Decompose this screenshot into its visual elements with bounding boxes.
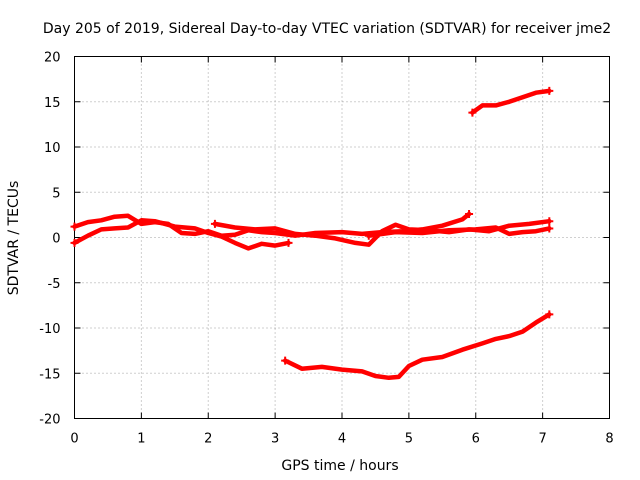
x-tick-label: 1 xyxy=(137,432,145,447)
x-tick-label: 4 xyxy=(338,432,346,447)
data-point-marker xyxy=(465,209,474,218)
x-tick-label: 7 xyxy=(538,432,546,447)
x-tick-label: 6 xyxy=(472,432,480,447)
x-axis-label: GPS time / hours xyxy=(281,458,398,474)
grid xyxy=(74,56,610,419)
x-tick-label: 2 xyxy=(204,432,212,447)
series-trace xyxy=(72,218,291,251)
chart-title: Day 205 of 2019, Sidereal Day-to-day VTE… xyxy=(43,21,611,37)
data-point-marker xyxy=(545,310,554,319)
data-point-marker xyxy=(545,224,554,233)
y-tick-label: -10 xyxy=(39,322,60,337)
x-tick-label: 3 xyxy=(271,432,279,447)
data-point-marker xyxy=(70,222,79,231)
series-track-upper xyxy=(468,86,554,117)
data-point-marker xyxy=(545,217,554,226)
series-track-lower xyxy=(281,310,554,381)
data-point-marker xyxy=(545,86,554,95)
data-point-marker xyxy=(281,356,290,365)
series-trace xyxy=(470,88,552,115)
series-track-near-zero-c xyxy=(210,217,554,247)
y-tick-label: 5 xyxy=(52,186,60,201)
series-layer xyxy=(70,86,554,381)
y-tick-label: 10 xyxy=(44,141,61,156)
x-tick-label: 5 xyxy=(405,432,413,447)
data-point-marker xyxy=(364,231,373,240)
y-axis-label: SDTVAR / TECUs xyxy=(6,181,22,296)
y-tick-label: -20 xyxy=(39,413,60,428)
data-point-marker xyxy=(468,108,477,117)
data-point-marker xyxy=(210,219,219,228)
y-tick-label: 20 xyxy=(44,51,61,66)
y-tick-label: -15 xyxy=(39,367,60,382)
series-track-near-zero-b xyxy=(70,218,293,251)
data-point-marker xyxy=(70,238,79,247)
y-tick-label: 0 xyxy=(52,232,60,247)
data-point-marker xyxy=(284,238,293,247)
y-tick-label: 15 xyxy=(44,96,61,111)
x-tick-label: 0 xyxy=(70,432,78,447)
x-tick-label: 8 xyxy=(605,432,613,447)
axis-ticks: 0 1 2 3 4 5 6 7 8 -20 -15 -10 -5 0 5 10 15 20 xyxy=(39,51,613,447)
series-trace xyxy=(212,218,552,247)
series-track-near-zero-d xyxy=(364,224,554,240)
y-tick-label: -5 xyxy=(48,277,61,292)
series-trace xyxy=(366,225,552,238)
series-trace xyxy=(282,312,552,381)
